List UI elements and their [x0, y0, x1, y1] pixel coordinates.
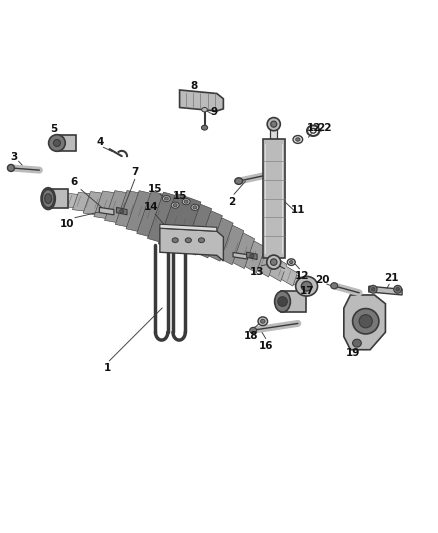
Ellipse shape — [258, 317, 268, 326]
Polygon shape — [62, 193, 297, 286]
Ellipse shape — [293, 135, 303, 143]
Ellipse shape — [184, 200, 188, 203]
Ellipse shape — [369, 285, 377, 293]
Text: 9: 9 — [210, 107, 217, 117]
Ellipse shape — [267, 255, 281, 269]
Ellipse shape — [45, 194, 52, 204]
Text: 21: 21 — [384, 273, 399, 284]
Ellipse shape — [164, 197, 168, 200]
Bar — [46, 189, 68, 208]
Text: 8: 8 — [190, 81, 197, 91]
Text: 16: 16 — [259, 341, 274, 351]
Polygon shape — [105, 191, 254, 269]
Polygon shape — [369, 286, 402, 295]
Ellipse shape — [172, 238, 178, 243]
Ellipse shape — [290, 261, 293, 264]
Ellipse shape — [278, 297, 287, 306]
Text: 3: 3 — [11, 152, 18, 162]
Ellipse shape — [250, 254, 254, 258]
Ellipse shape — [173, 204, 177, 207]
Text: 10: 10 — [59, 219, 74, 229]
Polygon shape — [233, 253, 247, 259]
Ellipse shape — [296, 138, 300, 141]
Text: 22: 22 — [317, 123, 332, 133]
Polygon shape — [99, 207, 114, 215]
Ellipse shape — [182, 199, 190, 205]
Ellipse shape — [42, 189, 54, 208]
Ellipse shape — [267, 259, 274, 264]
Polygon shape — [51, 194, 308, 291]
Ellipse shape — [185, 238, 191, 243]
Ellipse shape — [271, 121, 277, 127]
Polygon shape — [117, 207, 127, 215]
Text: 19: 19 — [346, 348, 360, 358]
Text: 12: 12 — [295, 271, 310, 281]
Ellipse shape — [396, 287, 399, 291]
Ellipse shape — [201, 108, 208, 112]
Ellipse shape — [394, 285, 402, 293]
Polygon shape — [270, 128, 277, 140]
Ellipse shape — [331, 282, 338, 289]
Ellipse shape — [49, 135, 65, 151]
Polygon shape — [148, 192, 212, 255]
Text: 6: 6 — [70, 177, 77, 188]
Text: 1: 1 — [104, 363, 111, 373]
Polygon shape — [160, 224, 217, 231]
Ellipse shape — [120, 209, 124, 213]
Ellipse shape — [7, 165, 14, 172]
Ellipse shape — [353, 309, 379, 334]
Bar — [56, 135, 76, 151]
Text: 11: 11 — [290, 205, 305, 215]
Text: 14: 14 — [144, 202, 159, 212]
Polygon shape — [126, 191, 233, 261]
Ellipse shape — [193, 206, 197, 209]
Bar — [281, 291, 306, 312]
Ellipse shape — [235, 178, 243, 184]
Polygon shape — [83, 191, 276, 277]
Ellipse shape — [261, 319, 265, 323]
Polygon shape — [158, 193, 201, 253]
Text: 13: 13 — [250, 266, 265, 277]
Ellipse shape — [270, 259, 277, 265]
Ellipse shape — [371, 287, 375, 291]
Polygon shape — [94, 191, 265, 273]
Polygon shape — [263, 140, 285, 258]
Text: 2: 2 — [229, 197, 236, 207]
Ellipse shape — [250, 327, 257, 334]
Text: 5: 5 — [50, 124, 57, 134]
Text: 15: 15 — [148, 184, 162, 195]
Polygon shape — [344, 295, 385, 350]
Polygon shape — [160, 228, 223, 261]
Text: 15: 15 — [172, 191, 187, 201]
Text: 4: 4 — [96, 136, 103, 147]
Polygon shape — [180, 90, 223, 111]
Ellipse shape — [162, 196, 170, 201]
Text: 17: 17 — [300, 286, 315, 296]
Polygon shape — [137, 191, 223, 258]
Text: 12: 12 — [306, 123, 321, 133]
Ellipse shape — [198, 238, 205, 243]
Polygon shape — [115, 190, 244, 265]
Ellipse shape — [287, 259, 295, 265]
Ellipse shape — [201, 125, 208, 130]
Polygon shape — [72, 192, 287, 281]
Text: 18: 18 — [244, 330, 258, 341]
Ellipse shape — [301, 281, 312, 291]
Ellipse shape — [359, 314, 372, 328]
Polygon shape — [247, 252, 257, 260]
Ellipse shape — [191, 204, 199, 211]
Ellipse shape — [296, 276, 318, 296]
Ellipse shape — [267, 118, 280, 131]
Ellipse shape — [275, 291, 290, 312]
Text: 7: 7 — [131, 167, 138, 177]
Ellipse shape — [353, 339, 361, 347]
Ellipse shape — [171, 202, 179, 208]
Text: 20: 20 — [315, 274, 330, 285]
Ellipse shape — [53, 140, 60, 147]
